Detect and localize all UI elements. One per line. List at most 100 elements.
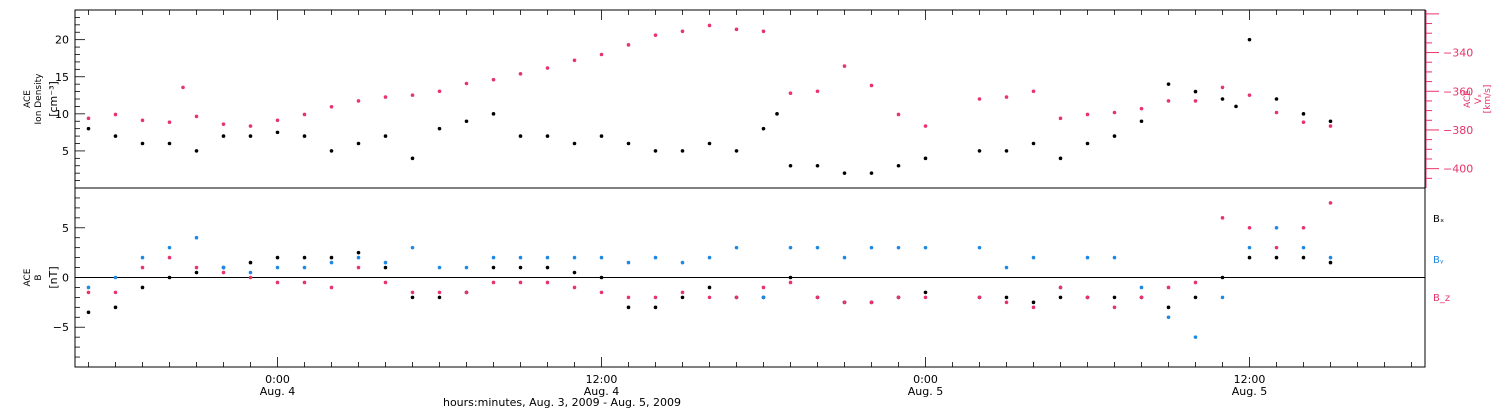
density-point [302, 134, 307, 138]
by-point [302, 265, 307, 270]
density-point [167, 141, 172, 146]
bx-point [1058, 295, 1063, 300]
density-point [1274, 97, 1279, 101]
density-axis-unit: [cm⁻³] [47, 81, 60, 117]
by-point [1301, 245, 1306, 250]
bz-point [815, 295, 820, 300]
bz-point [1328, 201, 1333, 205]
vx-point [680, 29, 685, 34]
vx-point [356, 99, 361, 103]
by-point [896, 245, 901, 250]
bz-point [653, 295, 658, 300]
vx-axis-unit: [km/s] [1483, 85, 1493, 114]
bz-point [518, 280, 523, 285]
by-point [788, 245, 793, 250]
bz-point [1004, 300, 1009, 305]
vx-axis-title-line: Vₓ [1474, 94, 1484, 104]
vx-point [410, 93, 415, 97]
density-axis-title-line: ACE [23, 90, 33, 108]
bx-point [275, 255, 280, 260]
bz-point [599, 290, 604, 295]
bx-point [329, 255, 334, 260]
vx-point [842, 64, 847, 68]
density-point [275, 130, 280, 135]
vx-point [248, 124, 253, 128]
density-point [86, 126, 91, 131]
vx-point [1112, 110, 1117, 115]
density-point [140, 141, 145, 146]
density-point [626, 141, 631, 146]
vx-point [1274, 110, 1279, 115]
by-point [1220, 295, 1225, 300]
by-point [410, 245, 415, 250]
by-point [1085, 255, 1090, 260]
vx-point [491, 77, 496, 82]
vx-point [545, 66, 550, 70]
vx-point [734, 27, 739, 32]
by-point [86, 285, 91, 290]
by-point [194, 235, 199, 240]
by-point [113, 275, 118, 280]
bz-point [869, 300, 874, 305]
bx-point [680, 295, 685, 300]
vx-tick-label: −360 [1443, 85, 1473, 98]
by-point [734, 245, 739, 250]
by-point [1247, 245, 1252, 250]
bx-point [194, 270, 199, 275]
bz-point [383, 280, 388, 285]
density-point [1058, 156, 1063, 161]
bx-point [248, 260, 253, 265]
by-point [653, 255, 658, 260]
density-point [356, 141, 361, 146]
vx-point [1247, 93, 1252, 97]
bz-point [410, 290, 415, 295]
density-point [734, 149, 739, 153]
bx-point [1031, 300, 1036, 305]
vx-point [1058, 116, 1063, 121]
density-point [1004, 149, 1009, 153]
by-point [842, 255, 847, 260]
vx-tick-label: −380 [1443, 124, 1473, 137]
bz-point [491, 280, 496, 285]
b-axis-title-line: ACE [23, 268, 33, 286]
by-point [1274, 225, 1279, 230]
bz-point [572, 285, 577, 290]
density-tick-label: 15 [55, 71, 69, 84]
vx-point [1166, 99, 1171, 103]
vx-axis-title-line: ACE [1463, 90, 1473, 108]
vx-point [977, 97, 982, 101]
bx-point [86, 310, 91, 315]
by-point [356, 255, 361, 260]
density-point [653, 149, 658, 153]
by-point [923, 245, 928, 250]
by-point [1139, 285, 1144, 290]
density-point [1234, 104, 1238, 109]
by-point [1112, 255, 1117, 260]
vx-axis-title: ACEVₓ [1463, 90, 1484, 108]
x-tick-day-label: Aug. 4 [584, 385, 619, 398]
density-point [194, 149, 199, 153]
bz-point [1031, 305, 1036, 310]
vx-point [86, 116, 91, 121]
x-tick-label: 12:00 [1234, 373, 1266, 386]
density-axis-title-line: Ion Density [34, 73, 44, 125]
by-point [761, 295, 766, 300]
bx-point [383, 265, 388, 270]
density-point [680, 149, 685, 153]
b-axis-title: ACEB [23, 268, 44, 286]
vx-point [518, 72, 523, 76]
b-axis-title-line: B [34, 274, 44, 280]
bz-point [140, 265, 145, 270]
vx-point [437, 89, 442, 94]
bx-point [626, 305, 631, 310]
bx-point [140, 285, 145, 290]
by-point [1031, 255, 1036, 260]
bz-point [896, 295, 901, 300]
vx-point [869, 83, 874, 88]
x-tick-day-label: Aug. 5 [1232, 385, 1267, 398]
x-tick-day-label: Aug. 4 [260, 385, 295, 398]
density-point [977, 149, 982, 153]
density-point [437, 126, 442, 131]
by-point [221, 265, 226, 270]
bx-point [653, 305, 658, 310]
